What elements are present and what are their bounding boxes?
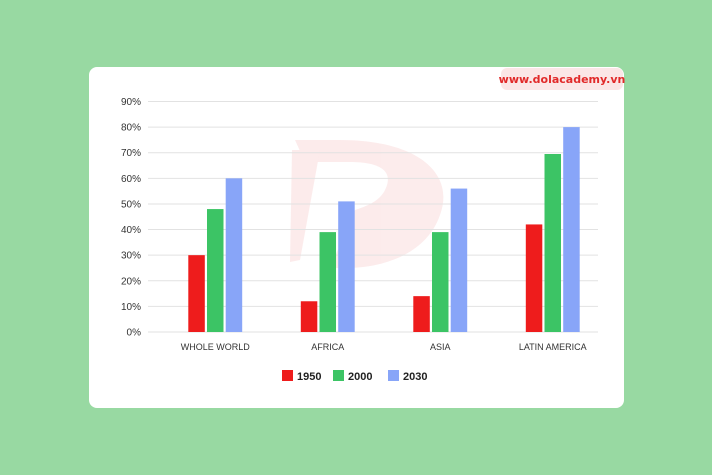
legend-label: 2030 xyxy=(403,371,427,383)
y-tick-label: 50% xyxy=(121,199,141,210)
bar-1950-asia xyxy=(413,296,430,332)
bar-2000-latin-america xyxy=(544,154,561,332)
y-tick-label: 70% xyxy=(121,148,141,159)
legend-swatch xyxy=(333,370,344,381)
bar-2000-africa xyxy=(319,232,336,332)
legend-swatch xyxy=(282,370,293,381)
bar-2030-asia xyxy=(450,188,468,332)
y-tick-label: 90% xyxy=(121,97,141,108)
bar-2030-africa xyxy=(338,201,355,332)
bar-1950-africa xyxy=(300,301,318,332)
legend-swatch xyxy=(388,370,399,381)
bar-1950-latin-america xyxy=(525,224,543,332)
y-tick-label: 0% xyxy=(127,328,142,339)
bar-2030-whole-world xyxy=(225,178,243,332)
website-badge[interactable]: www.dolacademy.vn xyxy=(499,68,625,90)
bar-2030-latin-america xyxy=(563,127,580,332)
bar-2000-asia xyxy=(432,232,449,332)
x-tick-label: WHOLE WORLD xyxy=(181,342,251,352)
y-tick-label: 30% xyxy=(121,251,141,262)
x-tick-label: ASIA xyxy=(430,342,451,352)
y-tick-label: 60% xyxy=(121,174,141,185)
legend-label: 2000 xyxy=(348,371,372,383)
legend-label: 1950 xyxy=(297,371,321,383)
y-tick-label: 20% xyxy=(121,276,141,287)
y-tick-label: 40% xyxy=(121,225,141,236)
bar-2000-whole-world xyxy=(207,209,224,332)
x-tick-label: AFRICA xyxy=(311,342,344,352)
x-tick-label: LATIN AMERICA xyxy=(519,342,587,352)
y-tick-label: 80% xyxy=(121,123,141,134)
y-tick-label: 10% xyxy=(121,302,141,313)
bar-1950-whole-world xyxy=(188,255,205,332)
